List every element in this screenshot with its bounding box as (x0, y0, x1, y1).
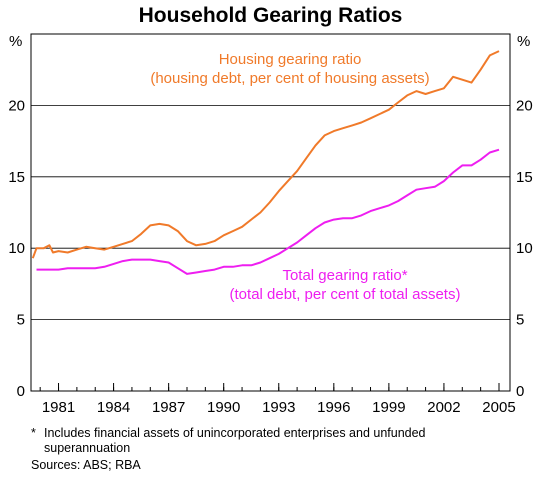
y-tick-label-right: 5 (516, 312, 524, 329)
y-unit-left: % (9, 33, 22, 50)
y-axis-right: 0 5 10 15 20 (516, 97, 533, 400)
series-lines (31, 50, 500, 275)
x-tick-label: 1981 (42, 399, 75, 416)
x-tick-label: 2005 (482, 399, 515, 416)
sources-note: Sources: ABS; RBA (31, 458, 141, 472)
footnote-marker: * (31, 426, 36, 440)
x-tick-label: 1993 (262, 399, 295, 416)
total-series-label: Total gearing ratio* (282, 267, 407, 284)
x-tick-label: 1999 (372, 399, 405, 416)
chart-title: Household Gearing Ratios (138, 4, 403, 27)
y-tick-label-right: 20 (516, 97, 533, 114)
x-tick-label: 1984 (97, 399, 130, 416)
housing-gearing-line (31, 50, 500, 259)
y-tick-label-left: 5 (17, 312, 25, 329)
housing-series-subtitle: (housing debt, per cent of housing asset… (150, 70, 429, 87)
total-gearing-line (36, 148, 500, 275)
total-series-subtitle: (total debt, per cent of total assets) (230, 286, 461, 303)
y-tick-label-right: 10 (516, 240, 533, 257)
x-tick-label: 2002 (427, 399, 460, 416)
y-tick-label-left: 15 (8, 169, 25, 186)
plot-frame (30, 33, 511, 392)
y-tick-label-left: 0 (17, 383, 25, 400)
y-tick-label-left: 10 (8, 240, 25, 257)
y-unit-right: % (517, 33, 530, 50)
y-tick-label-right: 15 (516, 169, 533, 186)
gridlines (31, 105, 510, 321)
x-tick-label: 1996 (317, 399, 350, 416)
housing-series-label: Housing gearing ratio (219, 51, 362, 68)
x-tick-label: 1987 (152, 399, 185, 416)
y-tick-label-left: 20 (8, 97, 25, 114)
y-axis-left: 0 5 10 15 20 (8, 97, 25, 400)
y-tick-label-right: 0 (516, 383, 524, 400)
footnote-text: Includes financial assets of unincorpora… (44, 426, 426, 455)
x-tick-label: 1990 (207, 399, 240, 416)
footnote: * Includes financial assets of unincorpo… (31, 426, 501, 456)
x-axis-ticks: 1981 1984 1987 1990 1993 1996 1999 2002 2005 (39, 383, 516, 416)
